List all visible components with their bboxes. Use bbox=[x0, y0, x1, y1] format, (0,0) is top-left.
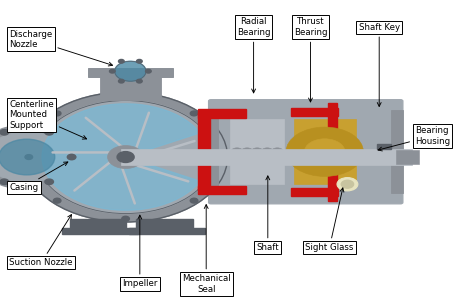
Circle shape bbox=[118, 79, 124, 83]
Text: Shaft: Shaft bbox=[256, 176, 279, 252]
Text: Suction Nozzle: Suction Nozzle bbox=[9, 215, 73, 267]
Bar bbox=[198, 109, 246, 118]
Circle shape bbox=[137, 79, 142, 83]
Text: Impeller: Impeller bbox=[122, 215, 157, 288]
Text: Radial
Bearing: Radial Bearing bbox=[237, 18, 270, 93]
Circle shape bbox=[304, 139, 345, 165]
Bar bbox=[291, 108, 338, 116]
Bar bbox=[198, 113, 210, 190]
Circle shape bbox=[261, 148, 273, 156]
Text: Shaft Key: Shaft Key bbox=[359, 23, 400, 106]
Bar bbox=[136, 219, 192, 228]
Circle shape bbox=[117, 152, 134, 162]
Circle shape bbox=[45, 179, 54, 185]
Circle shape bbox=[54, 111, 61, 116]
Text: Bearing
Housing: Bearing Housing bbox=[378, 126, 450, 151]
Circle shape bbox=[37, 101, 214, 214]
Bar bbox=[396, 150, 419, 164]
Circle shape bbox=[24, 92, 228, 222]
Circle shape bbox=[115, 61, 146, 81]
Circle shape bbox=[337, 178, 358, 191]
Text: Discharge
Nozzle: Discharge Nozzle bbox=[9, 30, 112, 66]
Bar bbox=[230, 119, 284, 184]
Circle shape bbox=[118, 59, 124, 63]
Bar bbox=[294, 119, 356, 184]
Circle shape bbox=[146, 69, 151, 73]
Circle shape bbox=[341, 180, 354, 188]
Circle shape bbox=[54, 198, 61, 203]
Text: Thrust
Bearing: Thrust Bearing bbox=[294, 18, 327, 102]
Circle shape bbox=[108, 146, 144, 169]
Circle shape bbox=[251, 148, 264, 156]
Circle shape bbox=[0, 139, 55, 175]
Circle shape bbox=[271, 148, 283, 156]
Text: Casing: Casing bbox=[9, 162, 68, 192]
Circle shape bbox=[67, 154, 76, 160]
Bar bbox=[63, 228, 138, 234]
Text: Centerline
Mounted
Support: Centerline Mounted Support bbox=[9, 100, 87, 139]
Circle shape bbox=[0, 179, 9, 185]
Bar bbox=[291, 188, 338, 196]
Circle shape bbox=[241, 148, 253, 156]
Bar bbox=[100, 74, 161, 100]
Bar bbox=[391, 110, 403, 193]
Circle shape bbox=[190, 198, 198, 203]
Circle shape bbox=[45, 130, 54, 135]
Bar bbox=[88, 68, 173, 77]
Circle shape bbox=[190, 111, 198, 116]
FancyBboxPatch shape bbox=[209, 100, 403, 204]
Bar bbox=[328, 103, 337, 201]
Circle shape bbox=[219, 155, 226, 159]
Bar bbox=[128, 228, 204, 234]
Text: Sight Glass: Sight Glass bbox=[305, 188, 354, 252]
Circle shape bbox=[286, 127, 364, 176]
Circle shape bbox=[0, 132, 66, 182]
Bar bbox=[121, 149, 412, 165]
Circle shape bbox=[137, 59, 142, 63]
Polygon shape bbox=[42, 104, 200, 210]
Bar bbox=[377, 144, 391, 149]
Bar bbox=[206, 113, 218, 190]
Circle shape bbox=[231, 148, 243, 156]
Circle shape bbox=[0, 130, 9, 135]
Bar bbox=[198, 186, 246, 194]
Circle shape bbox=[0, 124, 78, 190]
Circle shape bbox=[122, 93, 129, 98]
Bar bbox=[70, 219, 127, 228]
Circle shape bbox=[109, 69, 115, 73]
Circle shape bbox=[122, 216, 129, 221]
Text: Mechanical
Seal: Mechanical Seal bbox=[182, 205, 230, 294]
Circle shape bbox=[25, 155, 33, 159]
